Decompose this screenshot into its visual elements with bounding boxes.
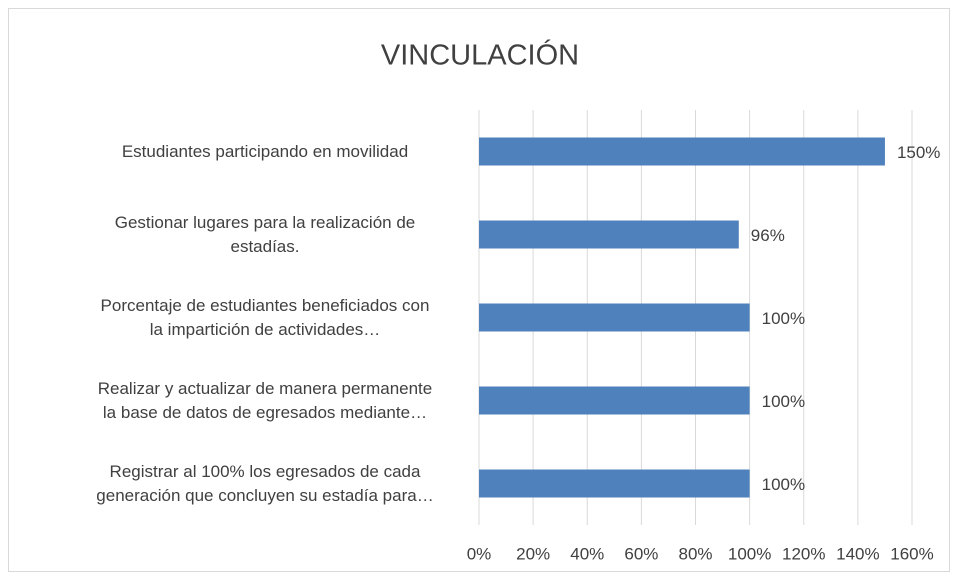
y-tick-label: Gestionar lugares para la realización de… bbox=[114, 212, 416, 256]
value-label: 150% bbox=[897, 143, 940, 162]
x-tick-label: 100% bbox=[728, 544, 771, 563]
bar bbox=[479, 469, 750, 498]
bar bbox=[479, 303, 750, 332]
x-tick-label: 140% bbox=[836, 544, 879, 563]
x-tick-label: 160% bbox=[890, 544, 933, 563]
bar bbox=[479, 386, 750, 415]
bar bbox=[479, 137, 885, 166]
chart-title: VINCULACIÓN bbox=[381, 39, 579, 72]
x-tick-label: 20% bbox=[516, 544, 550, 563]
value-label: 96% bbox=[751, 226, 785, 245]
value-label: 100% bbox=[762, 475, 805, 494]
x-tick-label: 60% bbox=[624, 544, 658, 563]
x-tick-label: 80% bbox=[678, 544, 712, 563]
bar bbox=[479, 220, 739, 249]
x-tick-label: 120% bbox=[782, 544, 825, 563]
x-tick-label: 40% bbox=[570, 544, 604, 563]
value-label: 100% bbox=[762, 392, 805, 411]
y-tick-label: Registrar al 100% los egresados de cada … bbox=[96, 461, 434, 505]
x-tick-label: 0% bbox=[467, 544, 492, 563]
y-tick-label: Estudiantes participando en movilidad bbox=[121, 141, 409, 161]
y-tick-label: Porcentaje de estudiantes beneficiados c… bbox=[100, 295, 430, 339]
value-label: 100% bbox=[762, 309, 805, 328]
y-tick-label: Realizar y actualizar de manera permanen… bbox=[97, 378, 433, 422]
